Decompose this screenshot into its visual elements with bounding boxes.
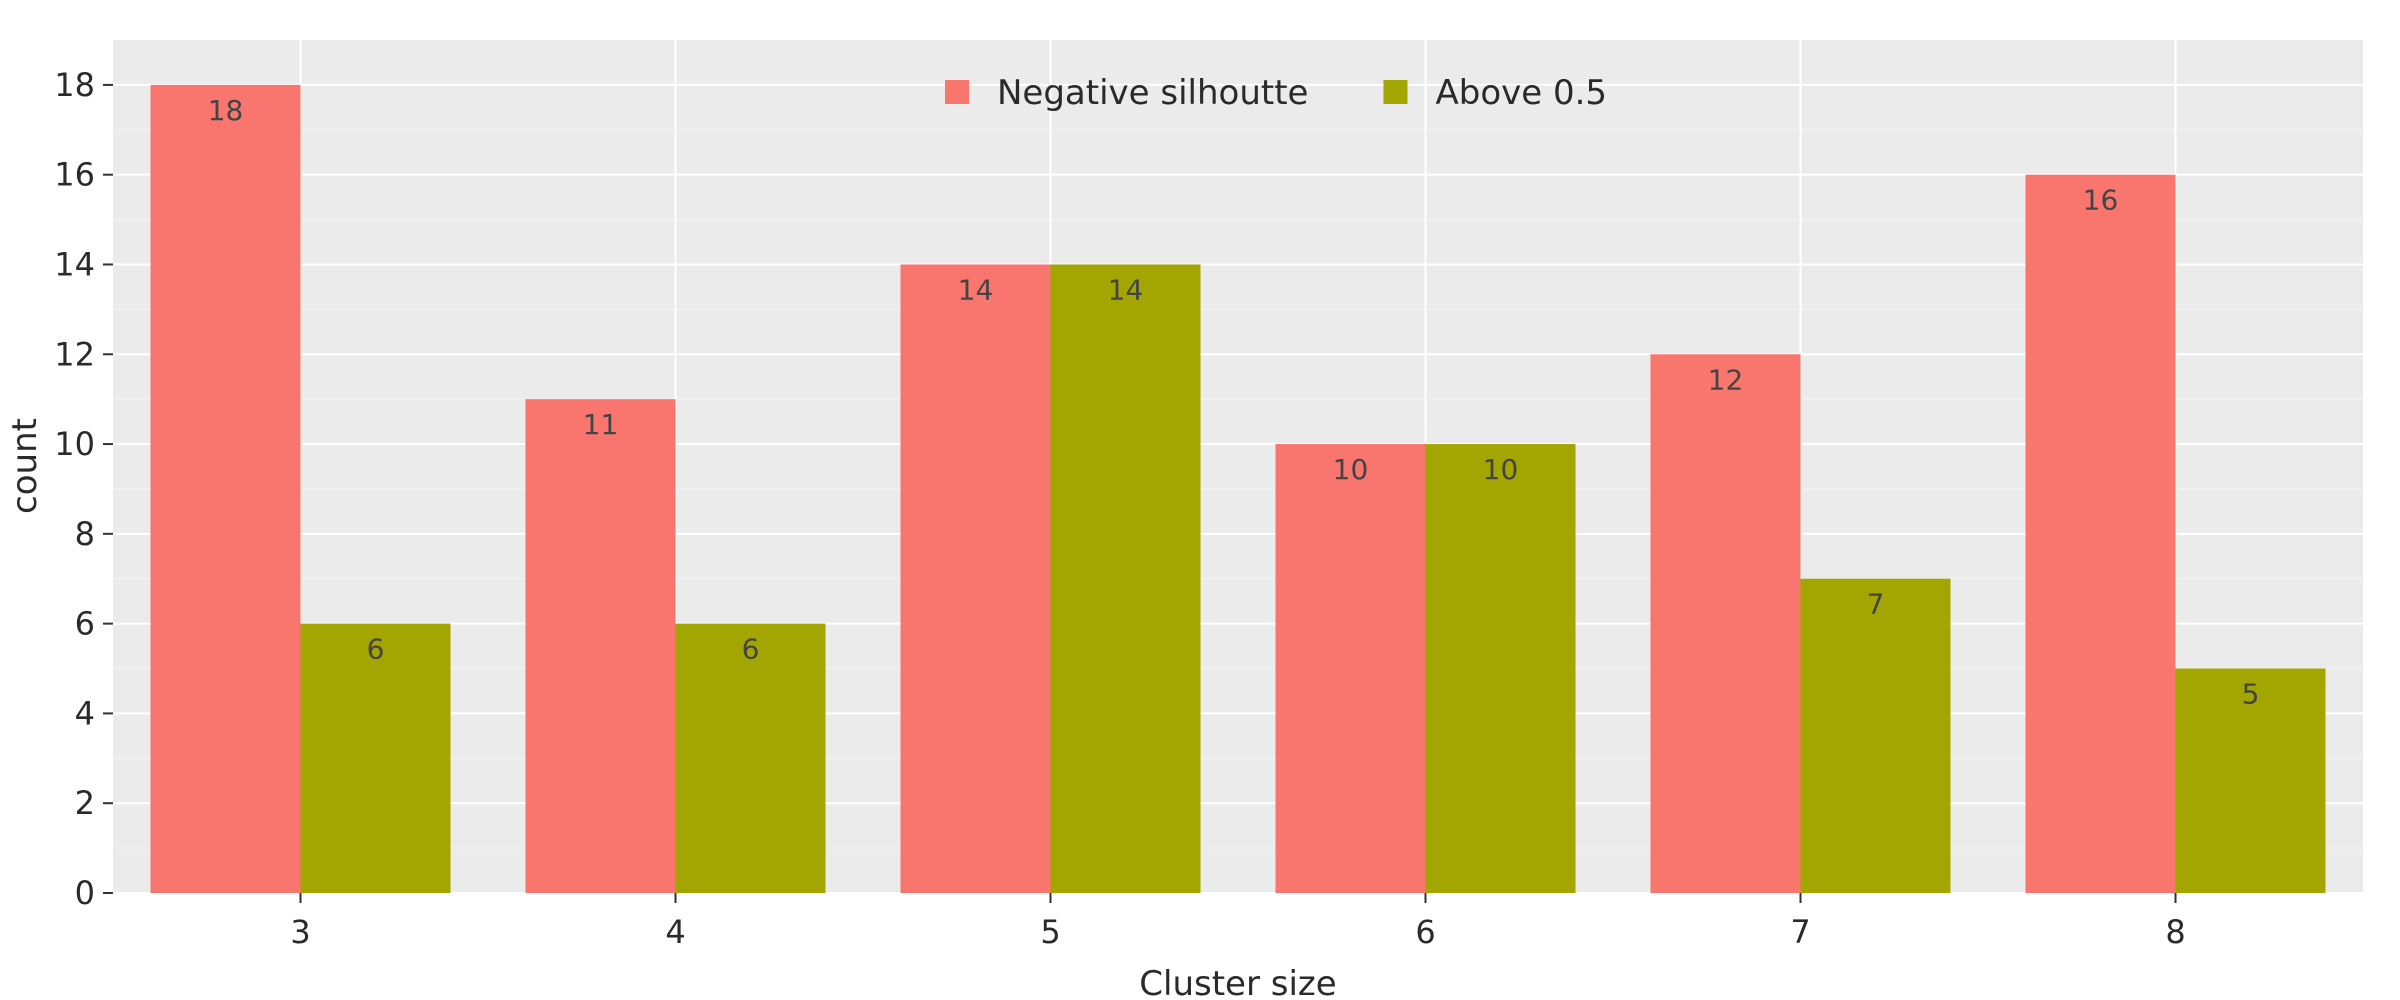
y-tick-label: 18 xyxy=(54,66,95,104)
bars xyxy=(150,84,2326,894)
legend-label: Above 0.5 xyxy=(1435,73,1607,113)
y-tick-label: 16 xyxy=(54,156,95,194)
bar xyxy=(150,84,301,894)
y-tick-label: 10 xyxy=(54,425,95,463)
bar xyxy=(1275,444,1426,893)
bar-value-label: 14 xyxy=(958,273,994,306)
bar-value-label: 12 xyxy=(1708,363,1744,396)
x-tick-label: 5 xyxy=(1040,913,1060,951)
bar xyxy=(900,264,1051,893)
y-tick-label: 14 xyxy=(54,245,95,283)
y-tick-label: 2 xyxy=(75,784,95,822)
bar-value-label: 5 xyxy=(2242,678,2260,711)
bar-value-label: 14 xyxy=(1108,273,1144,306)
bar-value-label: 6 xyxy=(742,633,760,666)
plot-background xyxy=(113,40,2363,893)
x-tick-label: 4 xyxy=(665,913,685,951)
x-tick-label: 3 xyxy=(290,913,310,951)
bar xyxy=(1425,444,1576,893)
x-tick-label: 8 xyxy=(2165,913,2185,951)
bar xyxy=(2025,174,2176,893)
bar xyxy=(1050,264,1201,893)
bar xyxy=(2175,668,2326,893)
bar-value-label: 10 xyxy=(1483,453,1519,486)
y-tick-label: 0 xyxy=(75,874,95,912)
bar-labels: 18 11 14 10 12 16 6 6 14 10 7 5 xyxy=(208,94,2260,711)
y-tick-label: 8 xyxy=(75,515,95,553)
x-tick-label: 7 xyxy=(1790,913,1810,951)
legend-label: Negative silhoutte xyxy=(997,73,1308,113)
axes: 0 2 4 6 8 10 12 14 16 18 3 4 5 6 7 8 xyxy=(54,66,2185,951)
bar xyxy=(525,399,676,893)
legend: Negative silhoutte Above 0.5 xyxy=(945,73,1607,113)
bar-value-label: 6 xyxy=(367,633,385,666)
x-axis-title: Cluster size xyxy=(1139,964,1336,1000)
bar xyxy=(300,623,451,893)
y-tick-label: 4 xyxy=(75,694,95,732)
y-tick-label: 6 xyxy=(75,605,95,643)
bar-value-label: 11 xyxy=(583,408,619,441)
bar xyxy=(1650,354,1801,893)
bar xyxy=(1800,578,1951,893)
y-axis-title: count xyxy=(5,418,45,514)
legend-swatch xyxy=(1383,80,1408,104)
y-tick-label: 12 xyxy=(54,335,95,373)
bar-value-label: 7 xyxy=(1867,588,1885,621)
legend-swatch xyxy=(945,80,969,104)
bar-value-label: 18 xyxy=(208,94,244,127)
bar xyxy=(675,623,826,893)
bar-value-label: 16 xyxy=(2083,184,2119,217)
bar-value-label: 10 xyxy=(1333,453,1369,486)
x-tick-label: 6 xyxy=(1415,913,1435,951)
